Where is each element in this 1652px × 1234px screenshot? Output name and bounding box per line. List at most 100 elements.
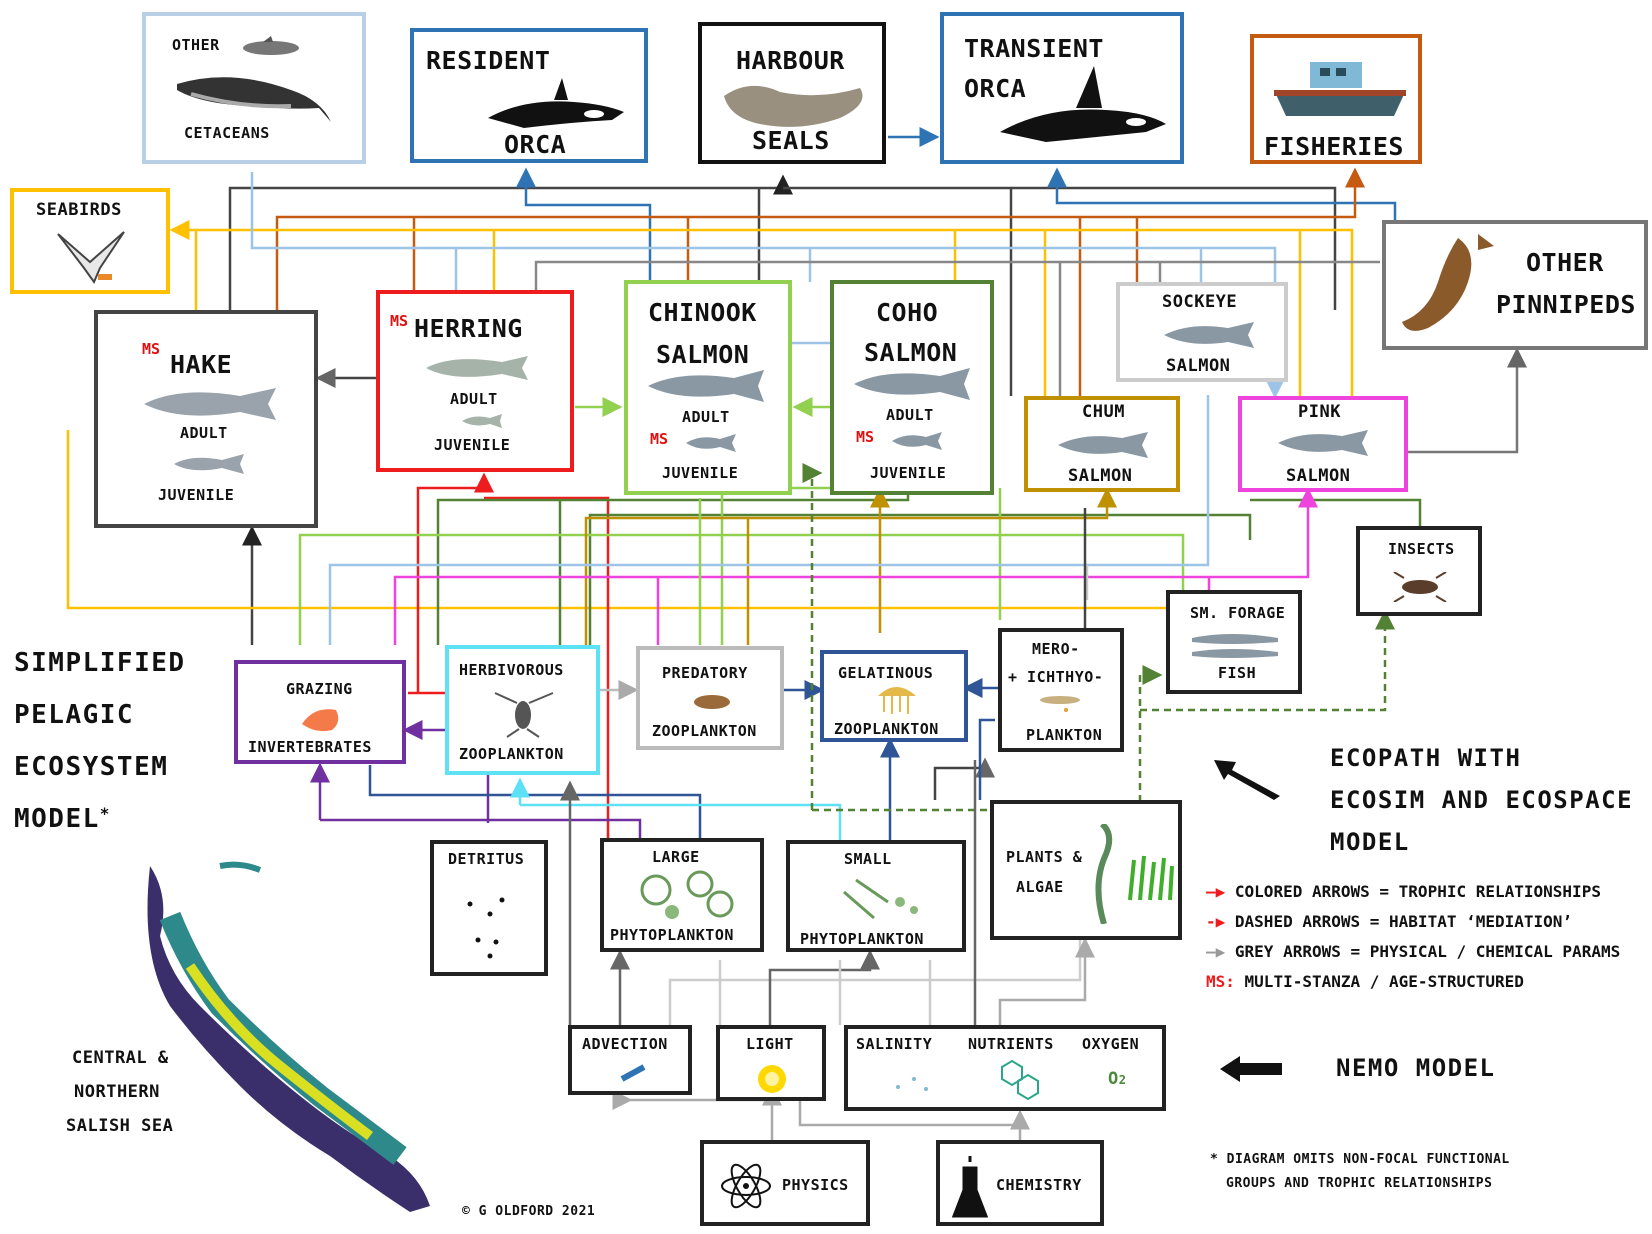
- other-pinnipeds-box[interactable]: OTHER PINNIPEDS: [1382, 220, 1648, 350]
- small-phyto-line1: SMALL: [844, 850, 892, 868]
- resident-orca-line2: ORCA: [504, 130, 567, 159]
- diagram-title-line1: SIMPLIFIED: [14, 648, 186, 678]
- diagram-title-asterisk: *: [99, 804, 111, 823]
- other-cetaceans-box[interactable]: OTHER CETACEANS: [142, 12, 366, 164]
- harbour-seals-line2: SEALS: [752, 126, 830, 155]
- plants-line1: PLANTS &: [1006, 848, 1083, 866]
- sm-forage-fish-box[interactable]: SM. FORAGE FISH: [1166, 590, 1302, 694]
- sea-lion-icon: [1402, 234, 1494, 331]
- coho-adult-fish-icon: [854, 368, 970, 400]
- salinity-nutrients-oxygen-box[interactable]: SALINITY NUTRIENTS OXYGEN O2: [844, 1025, 1166, 1111]
- detritus-particles-icon: [467, 897, 505, 959]
- legend-ms-text: MULTI-STANZA / AGE-STRUCTURED: [1234, 972, 1524, 991]
- herring-ms-tag: MS: [390, 312, 409, 330]
- mero-line1: MERO-: [1032, 640, 1080, 658]
- ecopath-line3: MODEL: [1330, 828, 1410, 856]
- map-label-line2: NORTHERN: [74, 1082, 160, 1102]
- light-box[interactable]: LIGHT: [716, 1025, 826, 1101]
- insect-icon: [1393, 572, 1447, 602]
- other-pinnipeds-line2: PINNIPEDS: [1496, 290, 1636, 319]
- pink-salmon-box[interactable]: PINK SALMON: [1238, 396, 1408, 492]
- salish-sea-map-icon: [147, 861, 430, 1212]
- hake-box[interactable]: MS HAKE ADULT JUVENILE: [94, 310, 318, 528]
- large-phyto-line1: LARGE: [652, 848, 700, 866]
- gelatinous-line1: GELATINOUS: [838, 664, 934, 682]
- herbivorous-zooplankton-box[interactable]: HERBIVOROUS ZOOPLANKTON: [445, 645, 600, 775]
- detritus-box[interactable]: DETRITUS: [430, 840, 548, 976]
- other-cetaceans-line2: CETACEANS: [184, 124, 270, 142]
- chinook-salmon-box[interactable]: CHINOOK SALMON ADULT MS JUVENILE: [624, 280, 792, 495]
- legend-grey: —▶ GREY ARROWS = PHYSICAL / CHEMICAL PAR…: [1206, 942, 1620, 961]
- legend-dashed: -▶ DASHED ARROWS = HABITAT ‘MEDIATION’: [1206, 912, 1572, 931]
- detritus-label: DETRITUS: [448, 850, 525, 868]
- coho-salmon-box[interactable]: COHO SALMON ADULT MS JUVENILE: [830, 280, 994, 495]
- diagram-title-line3: ECOSYSTEM: [14, 752, 169, 782]
- sm-forage-line2: FISH: [1218, 664, 1257, 682]
- oxygen-label: OXYGEN: [1082, 1035, 1140, 1053]
- forage-fish-icon: [1192, 634, 1278, 658]
- herring-name: HERRING: [414, 314, 523, 343]
- chinook-juvenile-fish-icon: [686, 434, 736, 452]
- herring-box[interactable]: MS HERRING ADULT JUVENILE: [376, 290, 574, 472]
- mero-line2: + ICHTHYO-: [1008, 668, 1104, 686]
- predatory-zooplankton-box[interactable]: PREDATORY ZOOPLANKTON: [636, 646, 784, 750]
- seabirds-box[interactable]: SEABIRDS: [10, 188, 170, 294]
- hake-ms-tag: MS: [142, 340, 161, 358]
- gelatinous-zooplankton-box[interactable]: GELATINOUS ZOOPLANKTON: [820, 650, 968, 742]
- transient-orca-line2: ORCA: [964, 74, 1027, 103]
- transient-orca-box[interactable]: TRANSIENT ORCA: [940, 12, 1184, 164]
- flask-icon: [951, 1156, 989, 1218]
- coho-line1: COHO: [876, 298, 939, 327]
- oxygen-formula: O2: [1108, 1069, 1126, 1089]
- diagram-title-line4: MODEL*: [14, 804, 111, 834]
- dashed-arrow-icon: -▶: [1206, 912, 1235, 931]
- pink-line2: SALMON: [1286, 466, 1351, 486]
- seabird-icon: [57, 231, 125, 285]
- resident-orca-box[interactable]: RESIDENT ORCA: [410, 28, 648, 163]
- large-phytoplankton-box[interactable]: LARGE PHYTOPLANKTON: [600, 838, 764, 952]
- diagram-title-model: MODEL: [14, 804, 100, 834]
- krill-icon: [694, 695, 730, 709]
- small-phytoplankton-box[interactable]: SMALL PHYTOPLANKTON: [786, 840, 966, 952]
- map-label-line1: CENTRAL &: [72, 1048, 169, 1068]
- chemistry-label: CHEMISTRY: [996, 1176, 1082, 1194]
- chum-fish-icon: [1058, 432, 1148, 458]
- harbour-seal-icon: [724, 85, 863, 127]
- small-phyto-line2: PHYTOPLANKTON: [800, 930, 924, 948]
- current-arrow-icon: [620, 1064, 646, 1082]
- nutrients-label: NUTRIENTS: [968, 1035, 1054, 1053]
- mero-ichthyoplankton-box[interactable]: MERO- + ICHTHYO- PLANKTON: [998, 628, 1124, 752]
- footnote-line1: * DIAGRAM OMITS NON-FOCAL FUNCTIONAL: [1210, 1152, 1510, 1167]
- salinity-label: SALINITY: [856, 1035, 933, 1053]
- resident-orca-line1: RESIDENT: [426, 46, 551, 75]
- herring-juvenile-fish-icon: [462, 414, 502, 428]
- gelatinous-line2: ZOOPLANKTON: [834, 720, 939, 738]
- chinook-adult-label: ADULT: [682, 408, 730, 426]
- sockeye-salmon-box[interactable]: SOCKEYE SALMON: [1116, 282, 1288, 382]
- physics-box[interactable]: PHYSICS: [700, 1140, 870, 1226]
- grazing-invertebrates-box[interactable]: GRAZING INVERTEBRATES: [234, 660, 406, 764]
- insects-box[interactable]: INSECTS: [1356, 526, 1482, 616]
- herring-adult-fish-icon: [426, 356, 528, 380]
- oxygen-symbol: O: [1108, 1069, 1119, 1089]
- chum-salmon-box[interactable]: CHUM SALMON: [1024, 396, 1180, 492]
- herring-juvenile-label: JUVENILE: [434, 436, 511, 454]
- chemistry-box[interactable]: CHEMISTRY: [936, 1140, 1104, 1226]
- transient-orca-icon: [1000, 66, 1166, 142]
- red-arrow-icon: —▶: [1206, 882, 1235, 901]
- fisheries-label: FISHERIES: [1264, 132, 1404, 161]
- map-label-line3: SALISH SEA: [66, 1116, 174, 1136]
- sun-icon: [758, 1065, 786, 1093]
- dolphin-icon: [243, 36, 299, 55]
- plants-algae-box[interactable]: PLANTS & ALGAE: [990, 800, 1182, 940]
- insects-label: INSECTS: [1388, 540, 1455, 558]
- legend-colored-text: COLORED ARROWS = TROPHIC RELATIONSHIPS: [1234, 882, 1601, 901]
- mero-line3: PLANKTON: [1026, 726, 1103, 744]
- fisheries-box[interactable]: FISHERIES: [1250, 34, 1422, 164]
- harbour-seals-box[interactable]: HARBOUR SEALS: [698, 22, 886, 164]
- shrimp-icon: [302, 709, 339, 732]
- sm-forage-line1: SM. FORAGE: [1190, 604, 1286, 622]
- advection-box[interactable]: ADVECTION: [568, 1025, 692, 1095]
- herbivorous-line1: HERBIVOROUS: [459, 661, 564, 679]
- pink-line1: PINK: [1298, 402, 1341, 422]
